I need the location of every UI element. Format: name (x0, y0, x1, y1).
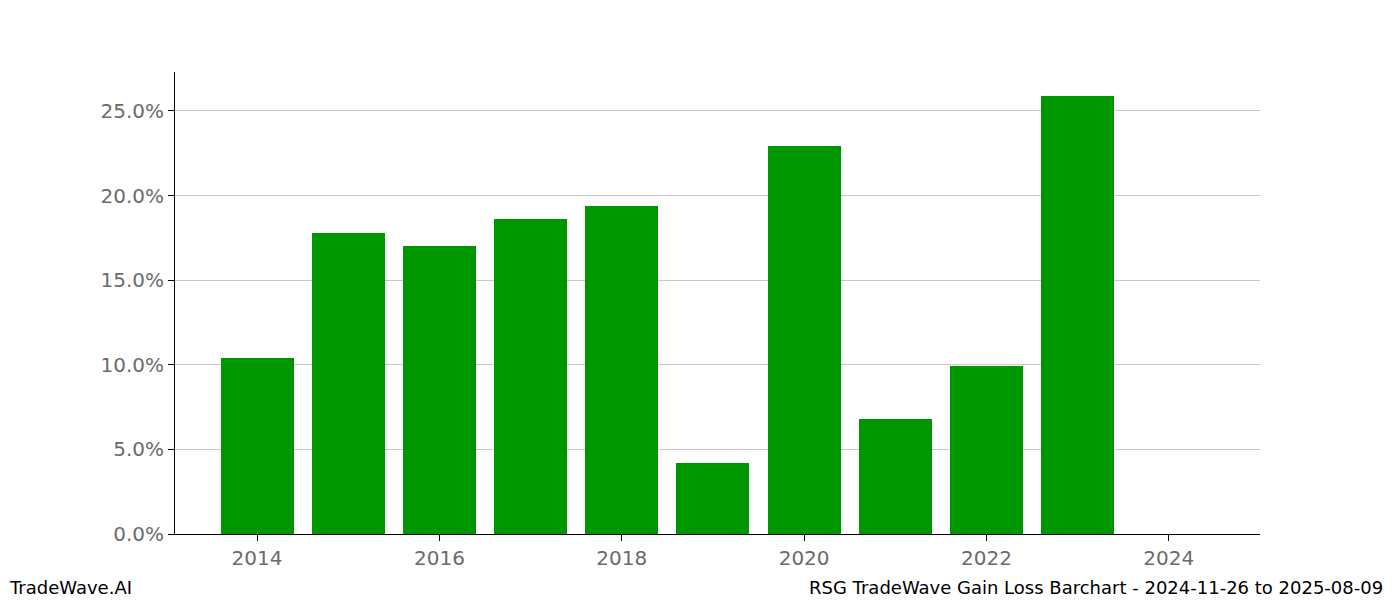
svg-text:10.0%: 10.0% (100, 353, 164, 377)
svg-text:20.0%: 20.0% (100, 184, 164, 208)
svg-text:2018: 2018 (596, 546, 647, 570)
svg-text:2022: 2022 (961, 546, 1012, 570)
svg-text:2020: 2020 (779, 546, 830, 570)
svg-text:2014: 2014 (232, 546, 283, 570)
svg-text:0.0%: 0.0% (113, 522, 164, 546)
svg-text:15.0%: 15.0% (100, 268, 164, 292)
svg-text:2024: 2024 (1143, 546, 1194, 570)
svg-text:TradeWave.AI: TradeWave.AI (9, 577, 132, 598)
svg-text:25.0%: 25.0% (100, 99, 164, 123)
svg-text:RSG TradeWave Gain Loss Barcha: RSG TradeWave Gain Loss Barchart - 2024-… (809, 577, 1383, 598)
svg-text:5.0%: 5.0% (113, 437, 164, 461)
svg-text:2016: 2016 (414, 546, 465, 570)
